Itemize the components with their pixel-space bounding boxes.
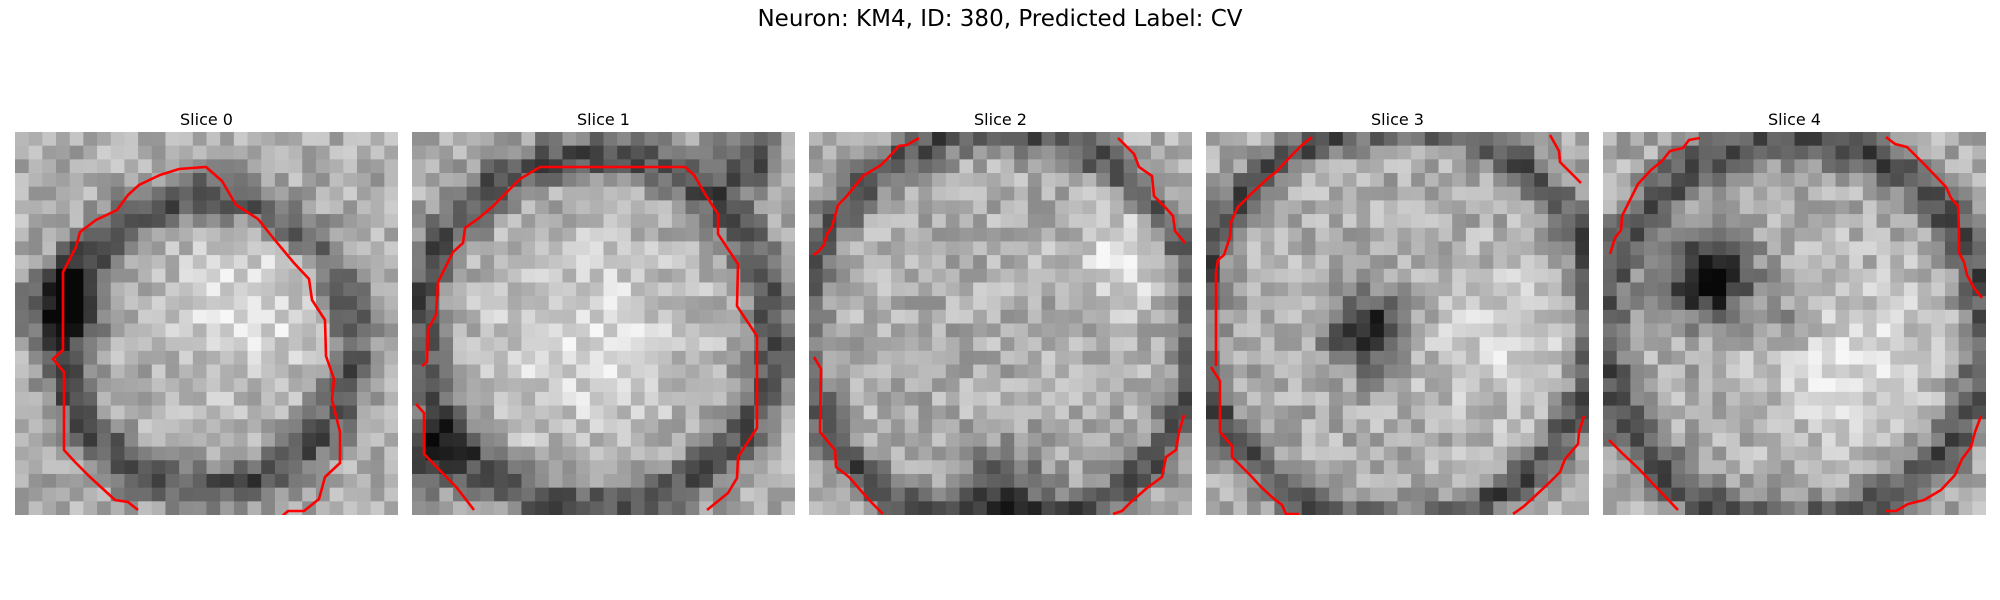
contour-line-1: [421, 165, 759, 512]
slice-image-1: [412, 132, 795, 515]
contour-line-4c: [1608, 439, 1679, 511]
contour-line-4d: [1885, 415, 1983, 513]
contour-line-3c: [1209, 366, 1299, 515]
slice-title-2: Slice 2: [974, 110, 1027, 129]
contour-line-4a: [1608, 136, 1701, 255]
contour-line-0: [51, 165, 342, 515]
contour-line-3d: [1512, 415, 1586, 515]
grayscale-pixels-1: [412, 132, 795, 515]
grayscale-pixels-4: [1603, 132, 1986, 515]
contour-line-3a: [1214, 135, 1313, 366]
slice-image-4: [1603, 132, 1986, 515]
slice-panel-1: Slice 1: [412, 108, 795, 515]
slice-panel-4: Slice 4: [1603, 108, 1986, 515]
grayscale-pixels-0: [15, 132, 398, 515]
contour-line-1b: [415, 403, 476, 511]
slice-title-4: Slice 4: [1768, 110, 1821, 129]
contour-line-3b: [1548, 134, 1582, 184]
slice-image-0: [15, 132, 398, 515]
slice-panel-0: Slice 0: [15, 108, 398, 515]
figure-title: Neuron: KM4, ID: 380, Predicted Label: C…: [757, 6, 1243, 32]
slice-image-3: [1206, 132, 1589, 515]
slice-title-0: Slice 0: [180, 110, 233, 129]
slice-title-3: Slice 3: [1371, 110, 1424, 129]
contour-line-2c: [812, 356, 884, 515]
contour-line-2a: [812, 136, 920, 257]
contour-line-2d: [1112, 414, 1186, 515]
grayscale-pixels-2: [809, 132, 1192, 515]
contour-line-4b: [1885, 135, 1984, 299]
slice-image-2: [809, 132, 1192, 515]
slice-panel-2: Slice 2: [809, 108, 1192, 515]
slice-title-1: Slice 1: [577, 110, 630, 129]
grayscale-pixels-3: [1206, 132, 1589, 515]
slice-panel-3: Slice 3: [1206, 108, 1589, 515]
contour-line-2b: [1117, 137, 1186, 244]
